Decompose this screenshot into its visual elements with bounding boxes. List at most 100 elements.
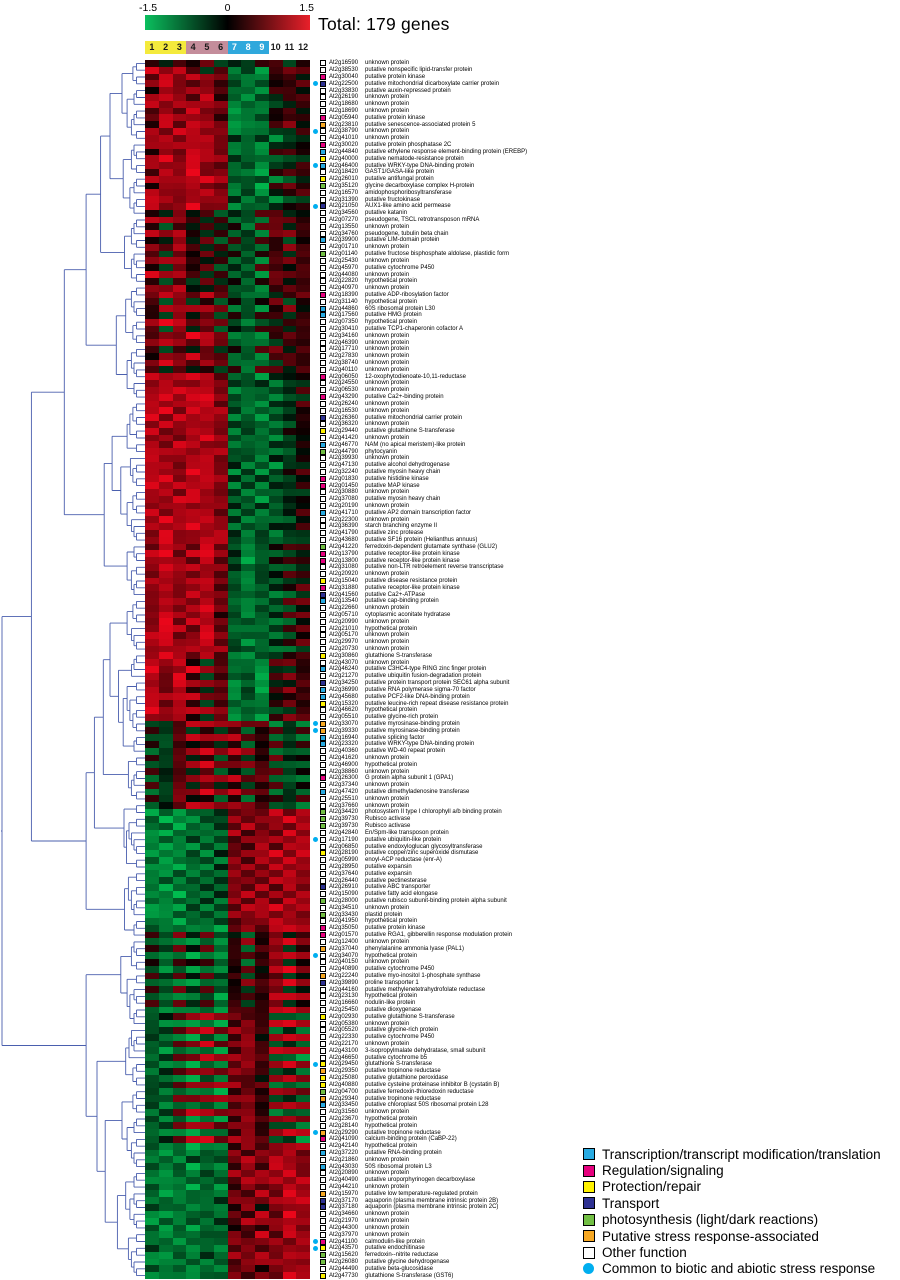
heatmap-cell [145,291,159,299]
heatmap-cell [296,706,311,714]
heatmap-cell [200,618,214,626]
heatmap-cell [282,509,297,517]
heatmap-cell [200,420,214,428]
gene-row: At2g29450 glutathione S-transferase [313,1061,432,1068]
heatmap-cell [200,795,214,803]
heatmap-cell [186,60,201,67]
heatmap-cell [241,1170,256,1178]
heatmap-cell [282,495,297,503]
common-stress-dot [313,837,318,843]
heatmap-cell [213,788,228,796]
gene-row: At2g38530 putative nonspecific lipid-tran… [313,67,472,74]
heatmap-cell [186,1108,201,1116]
gene-row: At2g26360 putative mitochondrial carrier … [313,414,462,421]
heatmap-cell [172,809,187,817]
heatmap-cell [213,516,228,524]
gene-row: At2g25510 unknown protein [313,795,409,802]
heatmap-cell [172,734,187,742]
heatmap-cell [282,175,297,183]
heatmap-cell [186,863,201,871]
heatmap-cell [186,332,201,340]
heatmap-cell [172,563,187,571]
heatmap-cell [145,693,159,701]
gene-row: At2g40150 unknown protein [313,959,409,966]
heatmap-cell [255,1197,269,1205]
heatmap-cell [282,114,297,122]
heatmap-cell [227,693,242,701]
heatmap-cell [200,911,214,919]
heatmap-cell [296,1190,311,1198]
heatmap-cell [186,121,201,129]
heatmap-cell [158,924,173,932]
heatmap-cell [145,1040,159,1048]
heatmap-cell [213,454,228,462]
heatmap-cell [200,182,214,190]
heatmap-cell [200,311,214,319]
heatmap-cell [255,884,269,891]
heatmap-cell [227,346,242,354]
gene-id: At2g43030 [329,1163,359,1170]
heatmap-cell [213,931,228,939]
heatmap-cell [255,1006,269,1014]
heatmap-cell [268,209,283,217]
heatmap-cell [145,277,159,285]
gene-id: At2g28140 [329,1122,359,1129]
heatmap-cell [255,223,269,231]
heatmap-cell [227,713,242,721]
heatmap-cell [227,305,242,313]
heatmap-cell [282,679,297,687]
heatmap-cell [186,802,201,810]
heatmap-cell [296,747,311,755]
gene-row: At2g18420 GAST1/GASA-like protein [313,169,434,176]
category-square [320,1211,326,1218]
heatmap-cell [268,836,283,844]
heatmap-cell [158,386,173,394]
color-scale: -1.5 0 1.5 [139,2,314,32]
heatmap-cell [268,884,283,891]
heatmap-cell [200,80,214,88]
heatmap-cell [227,237,242,245]
heatmap-cell [282,591,297,599]
gene-description: unknown protein [365,407,410,414]
heatmap-cell [213,1244,228,1252]
heatmap-cell [186,80,201,88]
gene-row: At2g44490 putative beta-glucosidase [313,1265,433,1272]
heatmap-cell [158,482,173,490]
heatmap-cell [158,897,173,905]
heatmap-cell [296,209,311,217]
heatmap-cell [186,73,201,81]
gene-id: At2g37660 [329,802,359,809]
heatmap-cell [145,454,159,462]
gene-row: At2g16530 unknown protein [313,407,409,414]
heatmap-cell [145,182,159,190]
heatmap-cell [296,271,311,279]
heatmap-cell [268,638,283,646]
category-square [320,509,326,516]
heatmap-cell [255,80,269,88]
heatmap-cell [282,992,297,1000]
heatmap-cell [282,209,297,217]
gene-id: At2g26240 [329,400,359,407]
heatmap-cell [296,1183,311,1191]
category-square [320,148,326,155]
gene-description: putative Ca2+-binding protein [365,394,444,401]
heatmap-cell [172,843,187,851]
heatmap-cell [282,277,297,285]
heatmap-cell [172,890,187,898]
heatmap-cell [296,1170,311,1178]
heatmap-cell [268,720,283,728]
heatmap-cell [268,741,283,748]
heatmap-cell [213,1149,228,1157]
heatmap-cell [282,1238,297,1246]
heatmap-cell [227,1081,242,1089]
heatmap-cell [186,686,201,694]
heatmap-cell [255,182,269,190]
gene-description: putative low temperature-regulated prote… [365,1190,478,1197]
gene-description: putative splicing factor [365,734,425,741]
heatmap-cell [186,1115,201,1123]
heatmap-cell [296,380,311,388]
gene-description: putative WRKY-type DNA-binding protein [365,741,475,748]
heatmap-cell [255,1122,269,1130]
heatmap-cell [186,577,201,585]
heatmap-cell [213,243,228,251]
